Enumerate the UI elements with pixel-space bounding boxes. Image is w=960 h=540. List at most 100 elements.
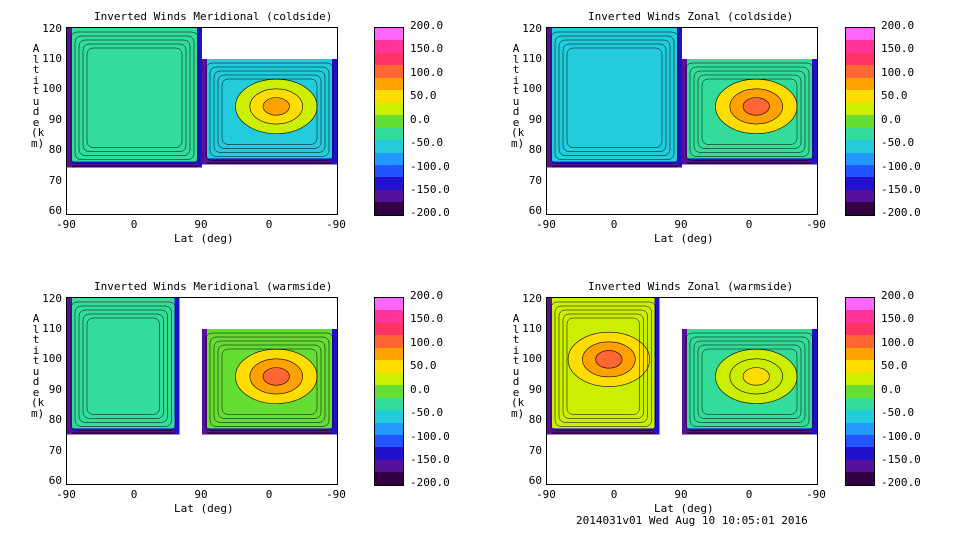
colorbar-tick: -200.0 (881, 206, 921, 219)
contour-line (550, 301, 656, 431)
colorbar-tick: 50.0 (881, 359, 908, 372)
y-tick: 120 (522, 22, 542, 35)
y-tick: 110 (522, 52, 542, 65)
contour-line (205, 332, 334, 431)
y-tick: 60 (528, 204, 542, 217)
y-tick: 80 (528, 143, 542, 156)
colorbar (374, 27, 404, 216)
contour-line (70, 301, 176, 431)
contour-line (74, 35, 195, 160)
colorbar-band (375, 140, 403, 153)
colorbar (845, 27, 875, 216)
contour-line (221, 78, 318, 145)
contour-band (202, 160, 337, 164)
y-tick: 120 (522, 292, 542, 305)
y-tick: 120 (42, 22, 62, 35)
x-tick: 90 (674, 218, 688, 231)
colorbar-band (846, 189, 874, 203)
contour-band (547, 28, 552, 168)
contour-band (197, 28, 202, 168)
contour-band (67, 430, 180, 434)
x-tick: 0 (265, 218, 273, 231)
footer-run-stamp: 2014031v01 Wed Aug 10 10:05:01 2016 (576, 514, 808, 527)
x-tick: -90 (806, 218, 826, 231)
y-tick: 110 (42, 322, 62, 335)
contour-band (67, 165, 202, 168)
contour-band (202, 430, 337, 434)
colorbar-tick: 200.0 (881, 289, 915, 302)
colorbar-band (375, 40, 403, 53)
colorbar-band (375, 410, 403, 423)
colorbar-band (375, 372, 403, 386)
wind-region (67, 298, 180, 435)
contour-line (685, 62, 814, 161)
contour-line (82, 313, 164, 419)
contour-band (682, 59, 687, 165)
x-tick: -90 (326, 488, 346, 501)
plot-area (66, 297, 338, 485)
contour-band (812, 329, 817, 435)
colorbar-band (375, 177, 403, 190)
colorbar-tick: 200.0 (881, 19, 915, 32)
panel-title: Inverted Winds Zonal (warmside) (588, 280, 794, 293)
contour-line (562, 313, 644, 419)
contour-band (67, 28, 72, 168)
x-tick: 0 (610, 218, 618, 231)
contour-band (682, 162, 817, 165)
contour-plot (67, 298, 337, 435)
contour-line (685, 332, 814, 431)
y-tick: 110 (42, 52, 62, 65)
contour-line (701, 348, 798, 415)
colorbar-band (846, 447, 874, 460)
contour-plot (547, 28, 817, 168)
colorbar-band (375, 447, 403, 460)
colorbar-band (846, 298, 874, 311)
contour-band (67, 432, 180, 435)
colorbar-tick: 200.0 (410, 289, 444, 302)
colorbar-tick: 100.0 (410, 66, 444, 79)
colorbar-band (375, 90, 403, 103)
colorbar-tick: -200.0 (410, 476, 450, 489)
contour-band (547, 430, 660, 434)
contour-band (682, 430, 817, 434)
wind-region (547, 28, 682, 168)
colorbar-band (846, 140, 874, 153)
contour-line (86, 317, 160, 415)
colorbar-band (375, 164, 403, 178)
colorbar-band (846, 164, 874, 178)
colorbar-tick: 0.0 (881, 113, 901, 126)
colorbar-tick: -150.0 (410, 183, 450, 196)
colorbar-band (375, 459, 403, 473)
colorbar-band (375, 202, 403, 215)
x-tick: -90 (536, 488, 556, 501)
colorbar-band (846, 360, 874, 373)
y-tick: 100 (42, 82, 62, 95)
contour-line (566, 317, 640, 415)
contour-line (558, 39, 671, 156)
colorbar-band (375, 347, 403, 361)
y-tick: 70 (528, 444, 542, 457)
x-tick: 90 (674, 488, 688, 501)
contour-line (550, 31, 679, 164)
x-tick: -90 (536, 218, 556, 231)
contour-line (558, 309, 648, 423)
x-axis-label: Lat (deg) (654, 232, 714, 245)
contour-line (693, 340, 806, 423)
colorbar-band (846, 177, 874, 190)
x-tick: 0 (745, 488, 753, 501)
colorbar (845, 297, 875, 486)
contour-band (332, 329, 337, 435)
contour-line (554, 35, 675, 160)
panel-title: Inverted Winds Zonal (coldside) (588, 10, 794, 23)
colorbar-band (846, 459, 874, 473)
y-tick: 60 (528, 474, 542, 487)
contour-line (701, 78, 798, 145)
x-tick: 0 (745, 218, 753, 231)
colorbar-tick: 150.0 (881, 42, 915, 55)
y-tick: 100 (522, 82, 542, 95)
colorbar-band (375, 335, 403, 348)
contour-band (202, 59, 207, 165)
wind-region (67, 28, 202, 168)
contour-line (209, 66, 330, 157)
contour-band (682, 160, 817, 164)
